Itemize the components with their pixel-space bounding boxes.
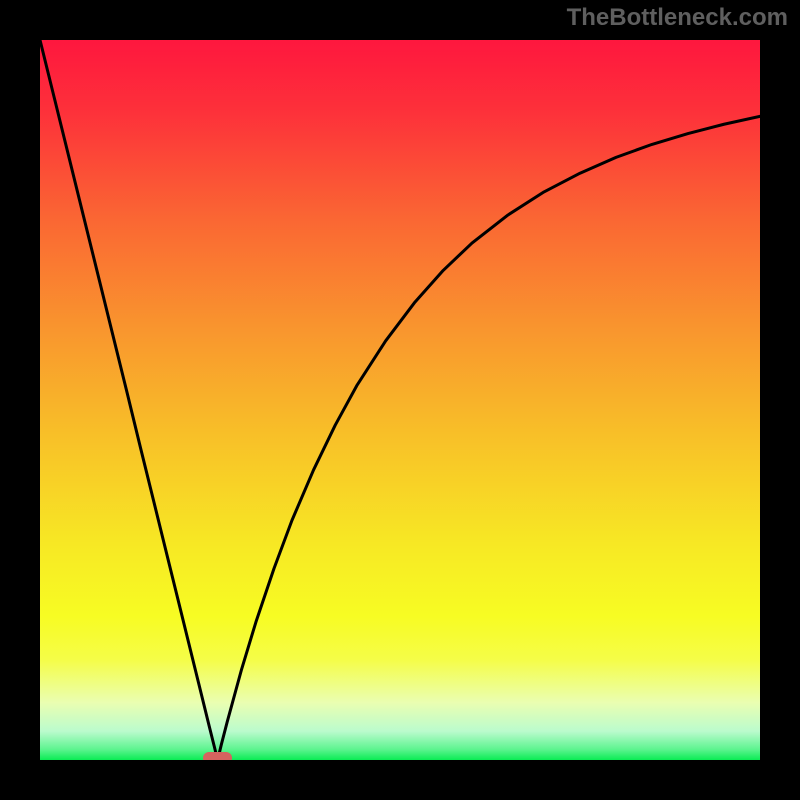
plot-area: [40, 40, 760, 760]
bottleneck-curve: [40, 40, 760, 760]
min-marker: [203, 752, 232, 760]
watermark-text: TheBottleneck.com: [567, 4, 788, 32]
curve-layer: [40, 40, 760, 760]
chart-canvas: TheBottleneck.com: [0, 0, 800, 800]
